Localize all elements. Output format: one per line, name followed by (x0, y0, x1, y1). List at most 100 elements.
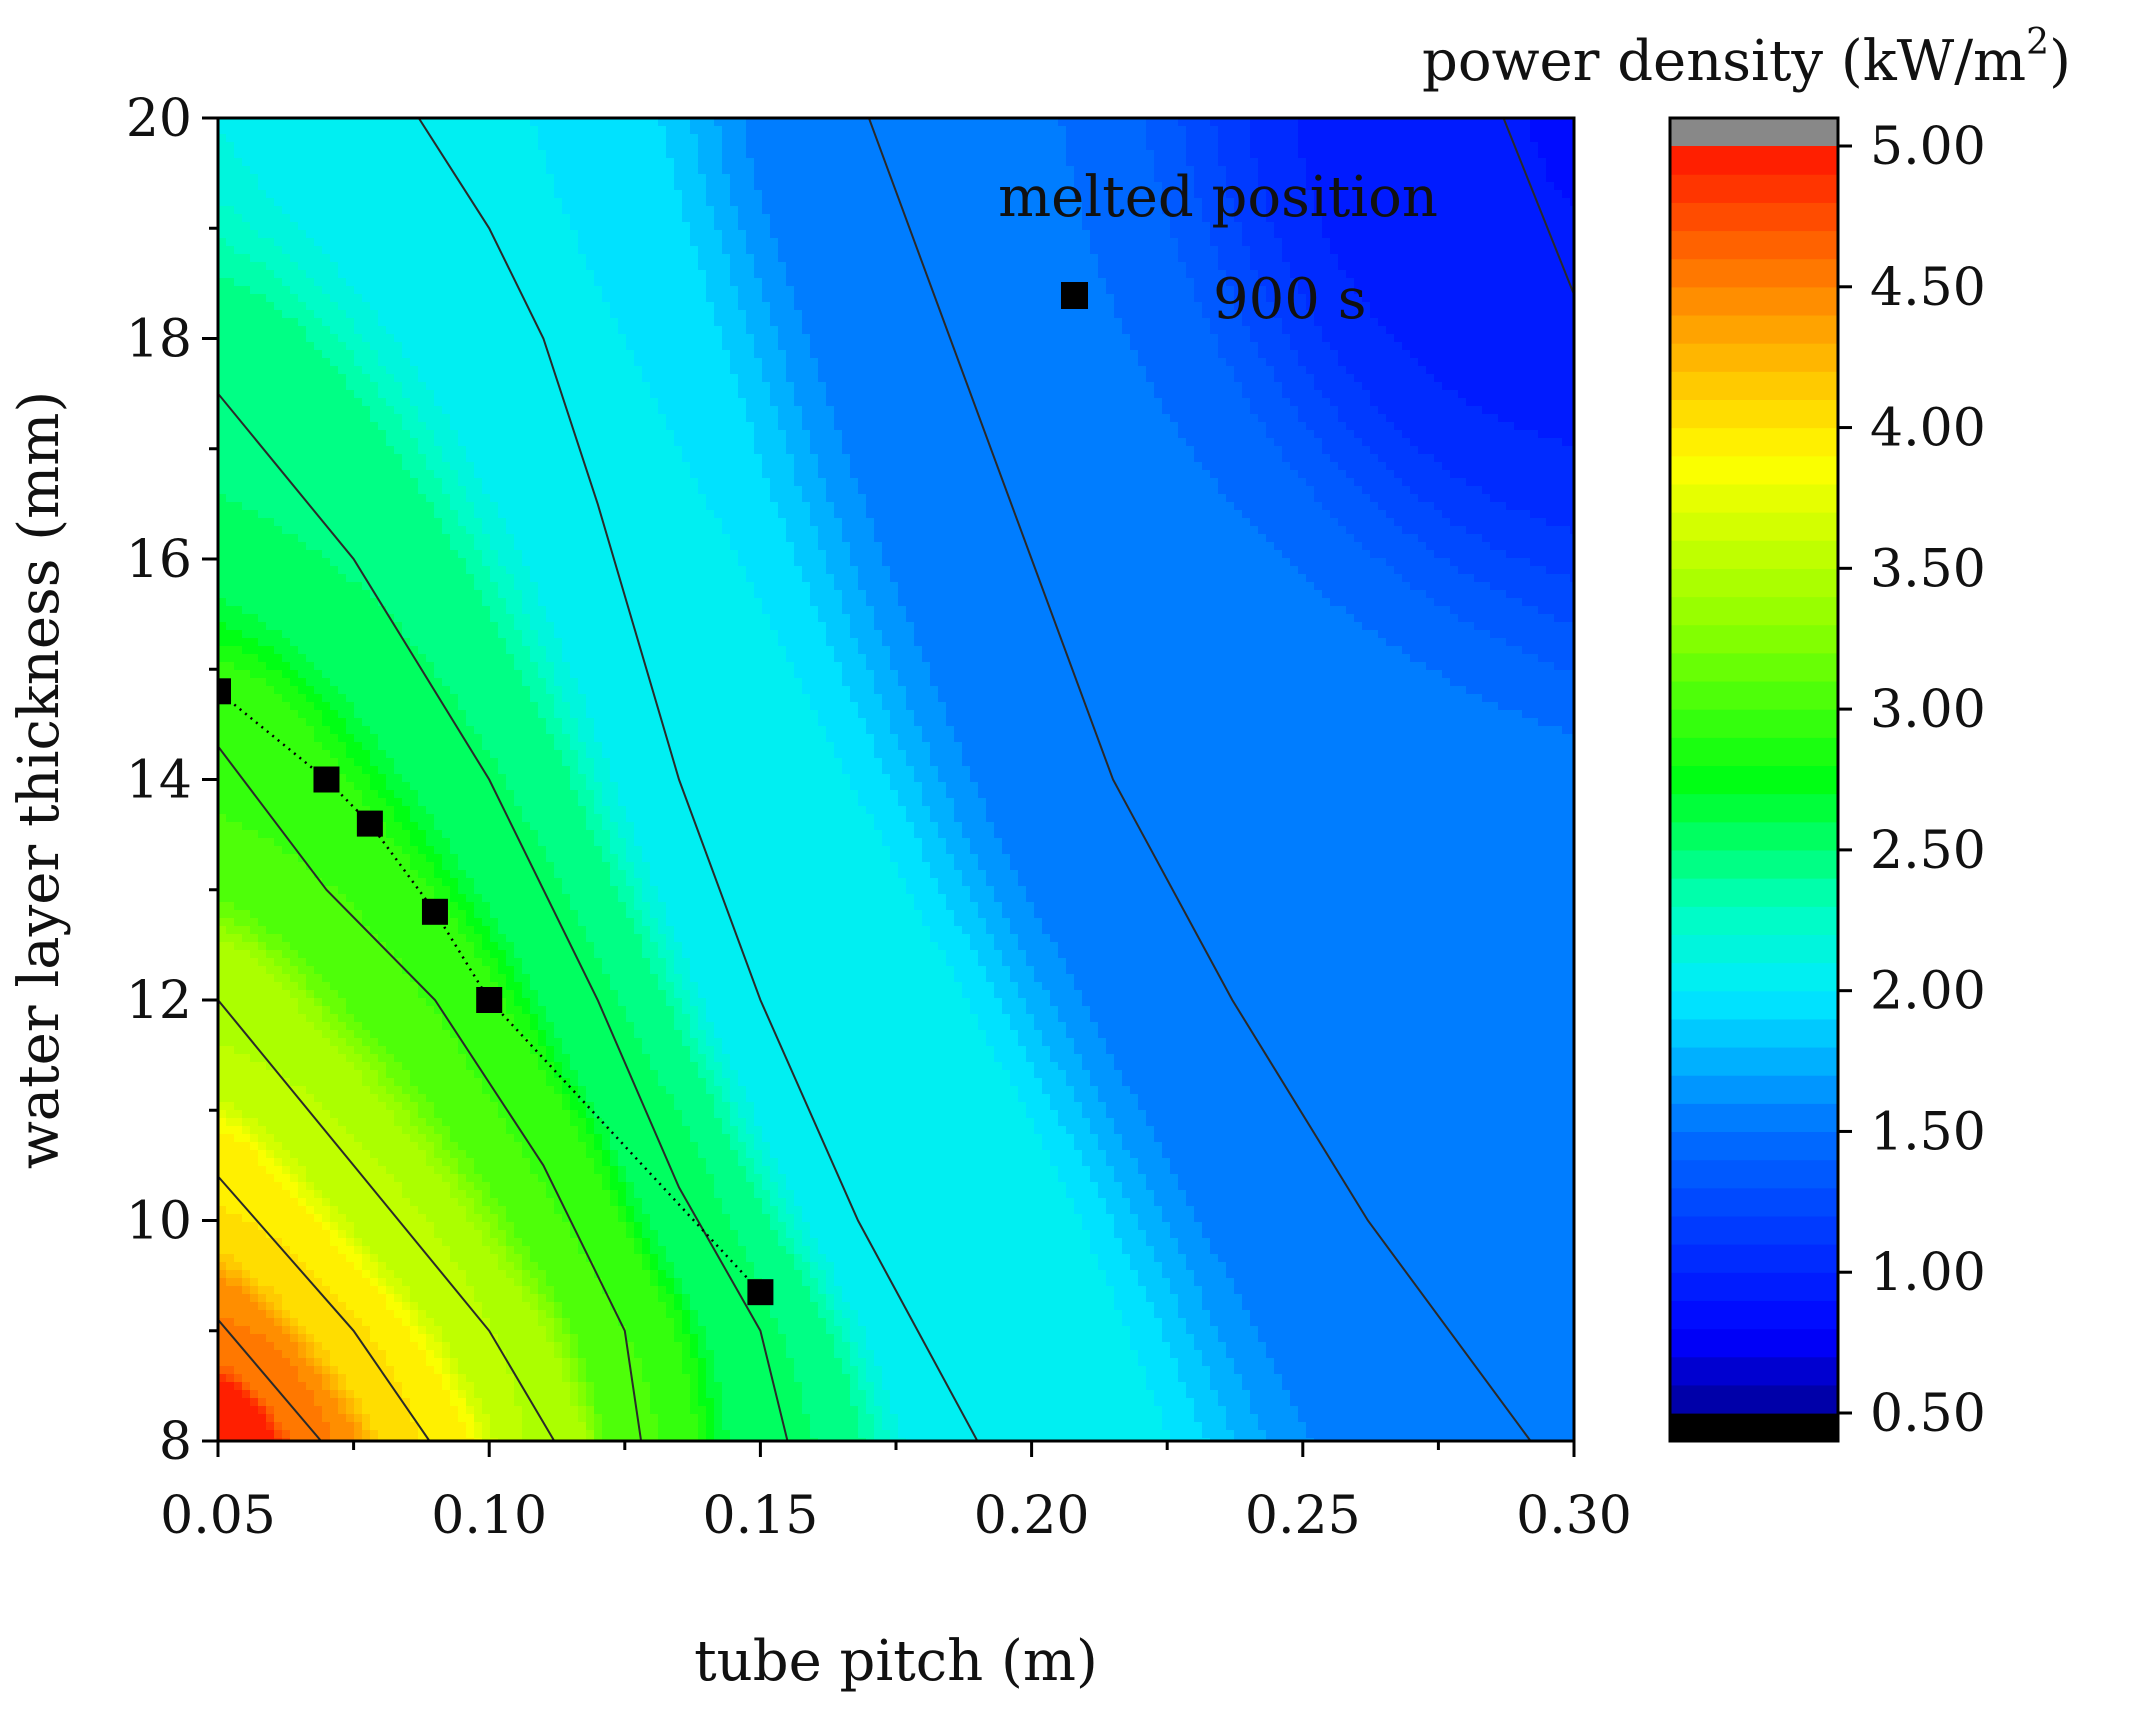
field-cell (642, 174, 651, 183)
field-cell (394, 270, 403, 279)
field-cell (778, 198, 787, 207)
field-cell (1482, 214, 1491, 223)
field-cell (442, 118, 451, 127)
field-cell (1042, 278, 1051, 287)
field-cell (434, 342, 443, 351)
field-cell (338, 206, 347, 215)
field-cell (770, 286, 779, 295)
field-cell (314, 230, 323, 239)
field-cell (1338, 262, 1347, 271)
field-cell (322, 206, 331, 215)
field-cell (794, 342, 803, 351)
field-cell (930, 134, 939, 143)
field-cell (794, 230, 803, 239)
field-cell (770, 238, 779, 247)
field-cell (538, 190, 547, 199)
field-cell (570, 302, 579, 311)
field-cell (554, 230, 563, 239)
field-cell (722, 262, 731, 271)
field-cell (970, 182, 979, 191)
field-cell (554, 342, 563, 351)
field-cell (970, 134, 979, 143)
field-cell (714, 254, 723, 263)
field-cell (1434, 270, 1443, 279)
field-cell (1410, 198, 1419, 207)
field-cell (1474, 246, 1483, 255)
field-cell (498, 278, 507, 287)
field-cell (1514, 342, 1523, 351)
field-cell (242, 206, 251, 215)
field-cell (1322, 166, 1331, 175)
field-cell (1402, 126, 1411, 135)
field-cell (1026, 254, 1035, 263)
field-cell (378, 246, 387, 255)
field-cell (1442, 318, 1451, 327)
field-cell (914, 262, 923, 271)
field-cell (1034, 158, 1043, 167)
field-cell (978, 198, 987, 207)
field-cell (1106, 270, 1115, 279)
field-cell (1018, 150, 1027, 159)
field-cell (1330, 118, 1339, 127)
field-cell (514, 262, 523, 271)
field-cell (538, 302, 547, 311)
field-cell (394, 142, 403, 151)
field-cell (226, 222, 235, 231)
field-cell (826, 206, 835, 215)
field-cell (354, 166, 363, 175)
field-cell (1074, 246, 1083, 255)
field-cell (466, 286, 475, 295)
field-cell (722, 278, 731, 287)
field-cell (570, 230, 579, 239)
field-cell (1066, 182, 1075, 191)
field-cell (994, 166, 1003, 175)
field-cell (306, 262, 315, 271)
field-cell (1346, 126, 1355, 135)
field-cell (666, 118, 675, 127)
field-cell (578, 254, 587, 263)
field-cell (1514, 206, 1523, 215)
field-cell (410, 182, 419, 191)
field-cell (1554, 182, 1563, 191)
field-cell (434, 326, 443, 335)
field-cell (554, 350, 563, 359)
field-cell (442, 174, 451, 183)
field-cell (290, 230, 299, 239)
field-cell (226, 310, 235, 319)
field-cell (1274, 174, 1283, 183)
field-cell (450, 238, 459, 247)
field-cell (594, 278, 603, 287)
field-cell (266, 230, 275, 239)
field-cell (602, 126, 611, 135)
field-cell (1338, 190, 1347, 199)
field-cell (642, 166, 651, 175)
field-cell (898, 182, 907, 191)
field-cell (1170, 214, 1179, 223)
field-cell (682, 310, 691, 319)
field-cell (1418, 166, 1427, 175)
field-cell (242, 342, 251, 351)
field-cell (914, 158, 923, 167)
field-cell (1050, 318, 1059, 327)
field-cell (1234, 238, 1243, 247)
field-cell (1362, 286, 1371, 295)
field-cell (530, 134, 539, 143)
field-cell (1146, 334, 1155, 343)
field-cell (714, 278, 723, 287)
field-cell (298, 230, 307, 239)
field-cell (1146, 126, 1155, 135)
field-cell (1258, 206, 1267, 215)
field-cell (914, 302, 923, 311)
field-cell (1162, 118, 1171, 127)
field-cell (866, 238, 875, 247)
field-cell (426, 126, 435, 135)
field-cell (394, 198, 403, 207)
field-cell (1482, 174, 1491, 183)
field-cell (402, 286, 411, 295)
field-cell (530, 230, 539, 239)
field-cell (714, 350, 723, 359)
field-cell (1258, 190, 1267, 199)
field-cell (538, 150, 547, 159)
field-cell (874, 190, 883, 199)
field-cell (362, 278, 371, 287)
